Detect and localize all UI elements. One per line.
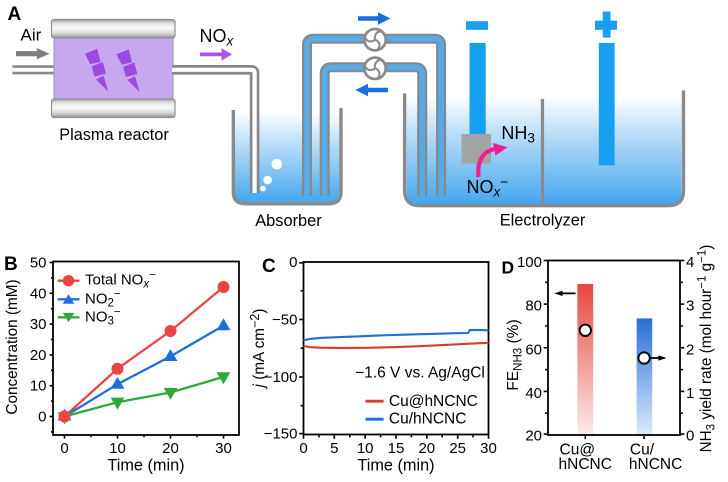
svg-text:15: 15 [388,440,405,457]
svg-text:NOx: NOx [200,26,235,49]
svg-text:Cu/: Cu/ [630,442,655,459]
svg-text:Cu/hNCNC: Cu/hNCNC [389,410,467,427]
svg-text:30: 30 [30,316,47,333]
svg-text:Cu@hNCNC: Cu@hNCNC [389,393,478,410]
svg-text:25: 25 [449,440,466,457]
svg-text:0: 0 [60,440,68,457]
svg-text:−1.6 V vs. Ag/AgCl: −1.6 V vs. Ag/AgCl [355,365,485,382]
svg-text:Time (min): Time (min) [357,457,434,475]
svg-text:Electrolyzer: Electrolyzer [500,212,586,230]
svg-text:4: 4 [686,254,694,271]
svg-text:hNCNC: hNCNC [559,456,612,473]
svg-text:30: 30 [215,440,232,457]
svg-text:0: 0 [299,440,307,457]
svg-text:0: 0 [686,428,694,445]
svg-text:40: 40 [30,285,47,302]
svg-text:B: B [4,254,18,275]
svg-text:NH3: NH3 [501,123,535,146]
svg-text:10: 10 [357,440,374,457]
svg-text:2: 2 [686,341,694,358]
svg-text:60: 60 [525,341,542,358]
svg-text:A: A [8,4,22,25]
svg-text:FENH3 (%): FENH3 (%) [505,319,525,390]
svg-text:C: C [262,256,276,277]
svg-text:50: 50 [30,255,47,272]
svg-text:Time (min): Time (min) [107,457,184,475]
svg-text:3: 3 [686,298,694,315]
svg-text:D: D [502,257,515,277]
svg-text:Plasma reactor: Plasma reactor [59,126,169,144]
svg-text:100: 100 [517,254,542,271]
svg-text:Absorber: Absorber [255,212,322,230]
svg-text:20: 20 [162,440,179,457]
svg-text:20: 20 [418,440,435,457]
svg-text:−50: −50 [272,312,297,329]
svg-text:1: 1 [686,385,694,402]
svg-text:80: 80 [525,298,542,315]
svg-text:NH3 yield rate (mol hour−1 g−1: NH3 yield rate (mol hour−1 g−1) [697,245,718,453]
svg-text:40: 40 [525,385,542,402]
svg-text:Concentration (mM): Concentration (mM) [4,279,21,414]
svg-text:10: 10 [30,378,47,395]
svg-text:0: 0 [289,254,297,271]
svg-text:0: 0 [38,409,46,426]
svg-text:10: 10 [109,440,126,457]
svg-text:−100: −100 [264,369,298,386]
svg-text:Air: Air [21,25,42,44]
svg-text:j (mA cm−2): j (mA cm−2) [248,309,268,390]
svg-text:20: 20 [30,347,47,364]
svg-text:30: 30 [480,440,497,457]
svg-text:hNCNC: hNCNC [629,456,682,473]
svg-text:Cu@: Cu@ [560,442,596,459]
svg-text:−150: −150 [264,426,298,443]
svg-text:20: 20 [525,428,542,445]
svg-text:Total NOx−: Total NOx− [85,270,156,291]
svg-text:5: 5 [330,440,338,457]
